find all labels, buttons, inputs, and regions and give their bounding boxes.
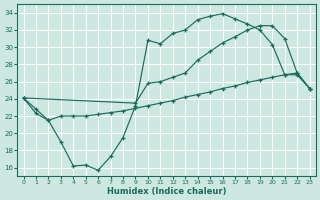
X-axis label: Humidex (Indice chaleur): Humidex (Indice chaleur) — [107, 187, 226, 196]
